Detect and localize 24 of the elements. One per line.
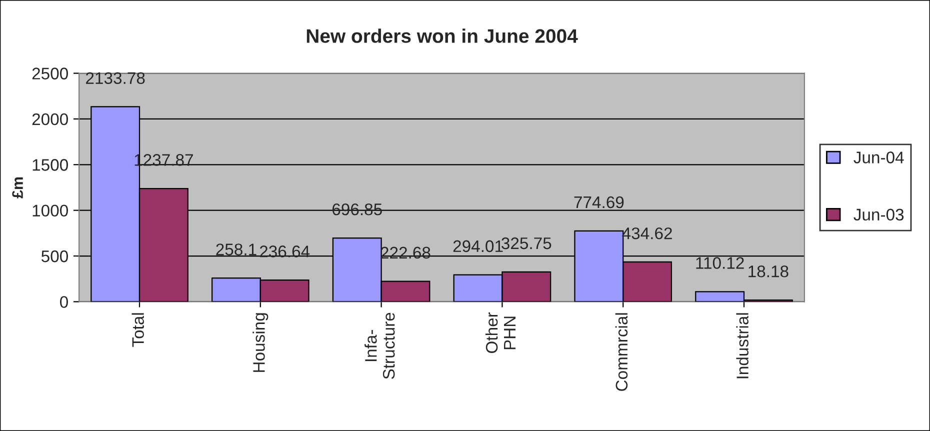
data-label: 774.69 — [574, 196, 624, 208]
x-tick-label: Industrial — [736, 313, 748, 378]
x-tick-label: Housing — [252, 313, 268, 372]
y-tick-label: 2500 — [32, 68, 68, 80]
x-tick-label: Infa- Structure — [364, 312, 395, 379]
y-tick-label: 1000 — [32, 204, 68, 217]
chart-title: New orders won in June 2004 — [306, 28, 578, 43]
y-tick-label: 500 — [41, 250, 68, 262]
data-label: 2133.78 — [86, 72, 145, 84]
data-label: 18.18 — [748, 266, 788, 278]
y-axis-title: £m — [12, 177, 23, 198]
data-label: 258.1 — [216, 244, 256, 256]
legend-label: Jun-03 — [854, 208, 904, 221]
data-label: 236.64 — [260, 246, 310, 258]
legend-label: Jun-04 — [854, 152, 904, 164]
data-label: 110.12 — [696, 257, 744, 269]
y-tick-label: 2000 — [32, 113, 68, 126]
data-label: 294.01 — [453, 240, 503, 252]
x-tick-label: Commrcial — [615, 313, 628, 391]
y-tick-label: 1500 — [32, 159, 68, 171]
data-label: 325.75 — [502, 237, 552, 250]
y-tick-label: 0 — [60, 296, 68, 308]
x-tick-label: Total — [132, 313, 144, 347]
x-tick-label: Other PHN — [485, 312, 516, 354]
